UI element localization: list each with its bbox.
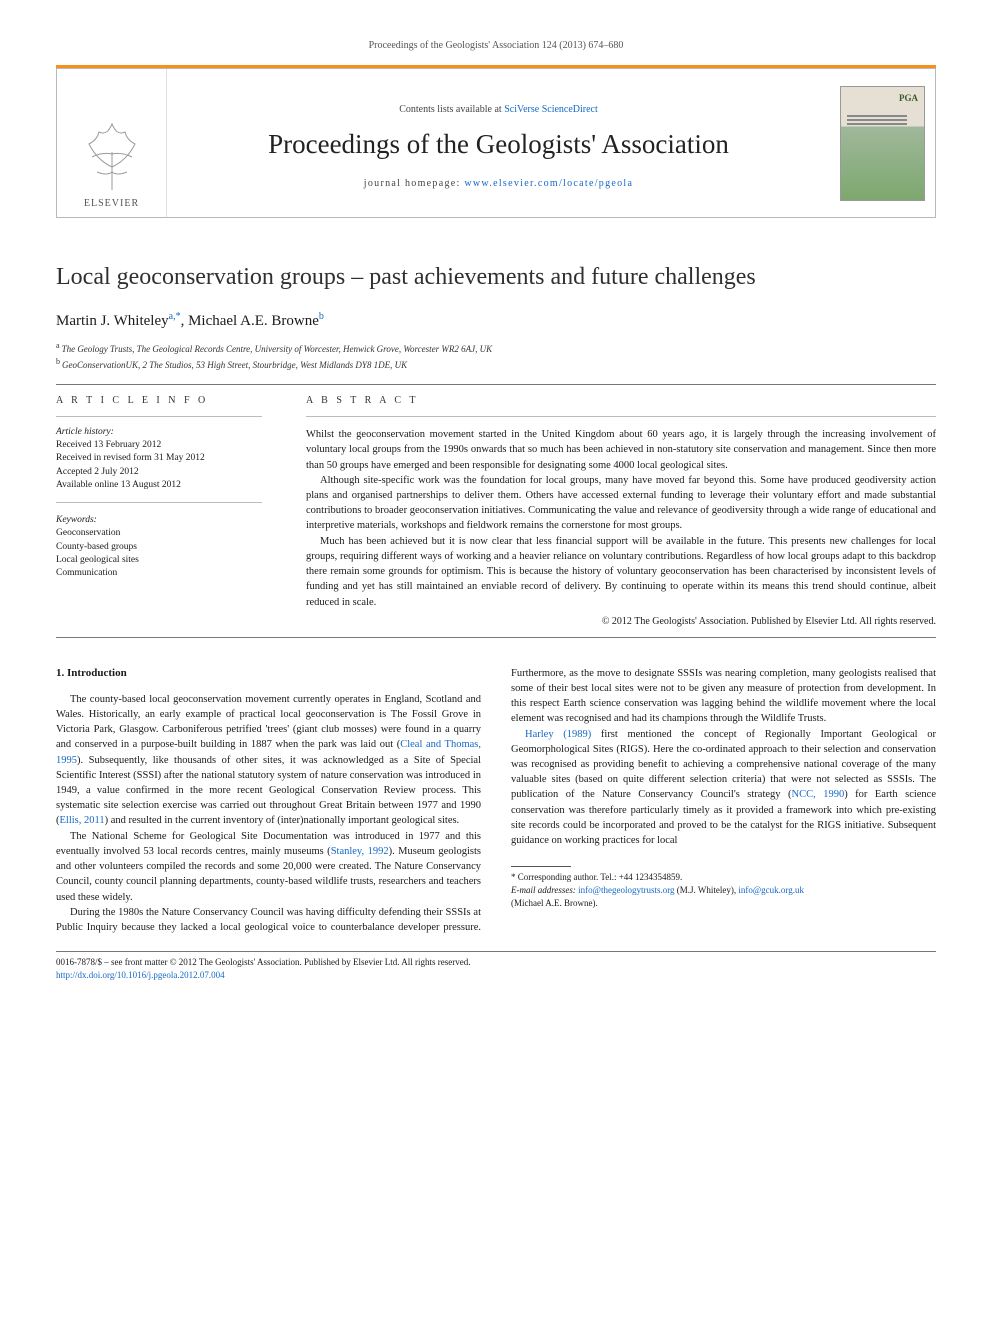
email-link[interactable]: info@gcuk.org.uk	[738, 885, 804, 895]
abstract-block: A B S T R A C T Whilst the geoconservati…	[306, 395, 936, 627]
abstract-para: Although site-specific work was the foun…	[306, 473, 936, 534]
text-run: ) and resulted in the current inventory …	[105, 815, 460, 826]
body-para: The county-based local geoconservation m…	[56, 692, 481, 829]
history-line: Accepted 2 July 2012	[56, 466, 262, 479]
divider	[306, 416, 936, 417]
author-2-affil: b	[319, 311, 324, 322]
divider	[56, 502, 262, 503]
sciencedirect-link[interactable]: SciVerse ScienceDirect	[504, 104, 598, 115]
contents-line: Contents lists available at SciVerse Sci…	[177, 104, 820, 115]
history-line: Received 13 February 2012	[56, 439, 262, 452]
citation-link[interactable]: Harley (1989)	[525, 729, 591, 740]
keyword: County-based groups	[56, 541, 262, 554]
journal-name: Proceedings of the Geologists' Associati…	[177, 129, 820, 160]
doi-link[interactable]: http://dx.doi.org/10.1016/j.pgeola.2012.…	[56, 970, 225, 980]
page-footer: 0016-7878/$ – see front matter © 2012 Th…	[56, 956, 936, 981]
elsevier-tree-icon	[77, 112, 147, 192]
author-1: Martin J. Whiteley	[56, 313, 169, 329]
keyword: Communication	[56, 567, 262, 580]
abstract-label: A B S T R A C T	[306, 395, 936, 406]
affiliation-b: GeoConservationUK, 2 The Studios, 53 Hig…	[62, 360, 407, 370]
section-heading-intro: 1. Introduction	[56, 666, 481, 682]
abstract-copyright: © 2012 The Geologists' Association. Publ…	[306, 616, 936, 627]
email-who: (Michael A.E. Browne).	[511, 897, 936, 910]
article-title: Local geoconservation groups – past achi…	[56, 264, 936, 291]
homepage-line: journal homepage: www.elsevier.com/locat…	[177, 178, 820, 189]
keywords-head: Keywords:	[56, 515, 262, 525]
corresponding-note: * Corresponding author. Tel.: +44 123435…	[511, 871, 936, 884]
article-info-label: A R T I C L E I N F O	[56, 395, 262, 406]
running-head: Proceedings of the Geologists' Associati…	[56, 40, 936, 51]
citation-link[interactable]: NCC, 1990	[792, 789, 845, 800]
homepage-link[interactable]: www.elsevier.com/locate/pgeola	[464, 178, 633, 189]
journal-cover-thumb	[840, 86, 925, 201]
keyword: Local geological sites	[56, 554, 262, 567]
author-list: Martin J. Whiteleya,*, Michael A.E. Brow…	[56, 311, 936, 330]
article-body: 1. Introduction The county-based local g…	[56, 666, 936, 935]
citation-link[interactable]: Ellis, 2011	[60, 815, 105, 826]
keyword: Geoconservation	[56, 527, 262, 540]
history-line: Received in revised form 31 May 2012	[56, 452, 262, 465]
body-para: The National Scheme for Geological Site …	[56, 829, 481, 905]
masthead: ELSEVIER Contents lists available at Sci…	[56, 68, 936, 218]
citation-link[interactable]: Stanley, 1992	[331, 846, 389, 857]
body-para: Harley (1989) first mentioned the concep…	[511, 727, 936, 849]
publisher-name: ELSEVIER	[84, 198, 139, 209]
abstract-para: Whilst the geoconservation movement star…	[306, 427, 936, 473]
author-1-affil: a,	[169, 311, 176, 322]
divider	[56, 951, 936, 952]
divider	[56, 637, 936, 638]
history-line: Available online 13 August 2012	[56, 479, 262, 492]
affiliations: aThe Geology Trusts, The Geological Reco…	[56, 340, 936, 372]
abstract-para: Much has been achieved but it is now cle…	[306, 534, 936, 610]
divider	[56, 384, 936, 385]
email-who: (M.J. Whiteley),	[675, 885, 739, 895]
email-label: E-mail addresses:	[511, 885, 578, 895]
author-2: Michael A.E. Browne	[188, 313, 319, 329]
footnotes: * Corresponding author. Tel.: +44 123435…	[511, 871, 936, 909]
affiliation-a: The Geology Trusts, The Geological Recor…	[62, 344, 493, 354]
history-head: Article history:	[56, 427, 262, 437]
homepage-prefix: journal homepage:	[364, 178, 465, 189]
author-sep: ,	[181, 313, 189, 329]
article-info-block: A R T I C L E I N F O Article history: R…	[56, 395, 262, 627]
front-matter-line: 0016-7878/$ – see front matter © 2012 Th…	[56, 956, 936, 969]
contents-prefix: Contents lists available at	[399, 104, 504, 115]
publisher-block: ELSEVIER	[57, 69, 167, 217]
footnote-rule	[511, 866, 571, 867]
divider	[56, 416, 262, 417]
email-link[interactable]: info@thegeologytrusts.org	[578, 885, 674, 895]
